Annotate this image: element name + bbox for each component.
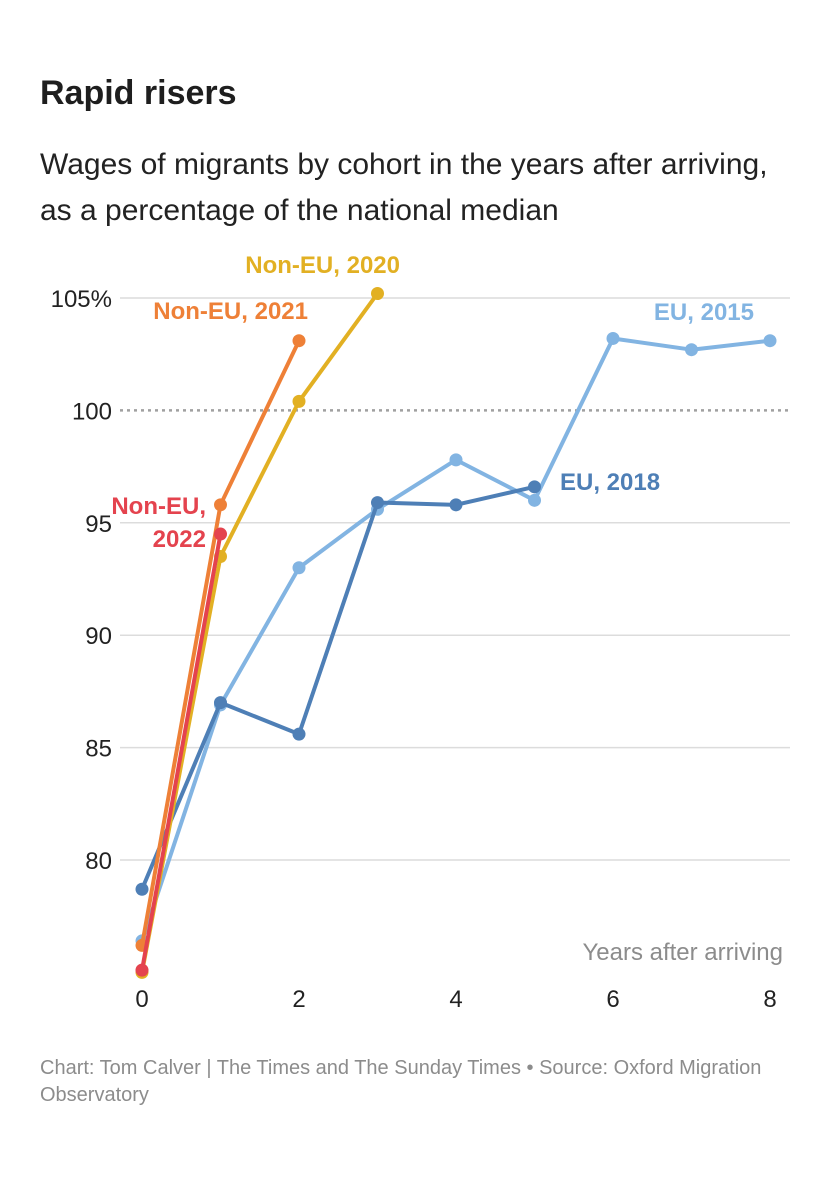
x-tick-label: 0 [135,986,148,1013]
y-tick-label: 85 [85,736,112,763]
data-point [763,334,777,348]
data-point [135,882,149,896]
data-point [449,453,463,467]
data-point [214,527,227,541]
x-tick-label: 2 [292,986,305,1013]
y-tick-label: 105% [51,286,112,313]
series [135,331,777,948]
series-lines [135,287,777,979]
series-label: Non-EU, 2022 [111,493,206,553]
data-point [214,498,227,512]
chart-title: Rapid risers [40,74,237,112]
data-point [292,561,306,575]
series-label: Non-EU, 2020 [245,252,400,279]
series [135,480,541,896]
data-point [214,696,227,710]
y-tick-label: 95 [85,511,112,538]
series-line [140,484,537,892]
y-axis-tick-labels: 80 85 90 95 100 105% [51,286,112,875]
series-line [140,532,223,973]
x-tick-label: 8 [763,986,776,1013]
data-point [528,493,541,507]
series [135,527,227,977]
series-line [140,291,380,975]
y-tick-label: 80 [85,848,112,875]
series-label: EU, 2018 [560,469,660,496]
chart-footer: Chart: Tom Calver | The Times and The Su… [40,1057,762,1106]
series-label: Non-EU, 2021 [153,298,308,325]
data-point [606,331,620,345]
data-point [371,496,384,510]
series-labels: EU, 2015 EU, 2018 Non-EU, 2020 Non-EU, 2021… [111,252,754,553]
chart-subtitle: Wages of migrants by cohort in the years… [40,148,768,227]
x-axis-tick-labels: 0 2 4 6 8 [135,986,776,1013]
data-point [292,727,306,741]
data-point [449,498,463,512]
data-point [371,287,384,301]
data-point [685,343,698,357]
grid-lines [120,297,790,861]
y-tick-label: 100 [72,398,112,425]
x-tick-label: 4 [449,986,462,1013]
x-tick-label: 6 [606,986,619,1013]
line-chart: 80 85 90 95 100 105% 0 2 4 6 8 Years after arrivi… [51,252,790,1013]
series-line [140,336,772,943]
data-point [135,963,149,977]
y-tick-label: 90 [85,623,112,650]
data-point [292,334,306,348]
x-axis-label: Years after arriving [582,939,783,966]
series-label: EU, 2015 [654,299,754,326]
data-point [292,394,306,408]
data-point [528,480,541,494]
